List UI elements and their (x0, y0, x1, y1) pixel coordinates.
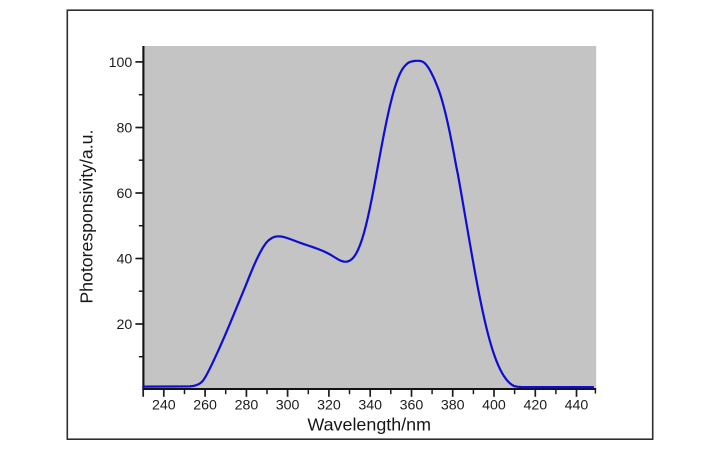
svg-text:280: 280 (235, 398, 259, 414)
svg-text:20: 20 (117, 317, 133, 333)
svg-text:260: 260 (193, 398, 217, 414)
svg-text:400: 400 (482, 398, 506, 414)
svg-text:Wavelength/nm: Wavelength/nm (307, 414, 431, 434)
svg-text:80: 80 (117, 121, 133, 137)
svg-text:440: 440 (565, 398, 589, 414)
svg-text:300: 300 (276, 398, 300, 414)
svg-text:320: 320 (317, 398, 341, 414)
svg-text:Photoresponsivity/a.u.: Photoresponsivity/a.u. (77, 130, 97, 304)
svg-text:240: 240 (152, 398, 176, 414)
svg-text:100: 100 (109, 55, 133, 71)
svg-text:60: 60 (117, 186, 133, 202)
svg-text:40: 40 (117, 252, 133, 268)
svg-text:360: 360 (400, 398, 424, 414)
svg-text:380: 380 (441, 398, 465, 414)
svg-text:340: 340 (358, 398, 382, 414)
svg-text:420: 420 (523, 398, 547, 414)
